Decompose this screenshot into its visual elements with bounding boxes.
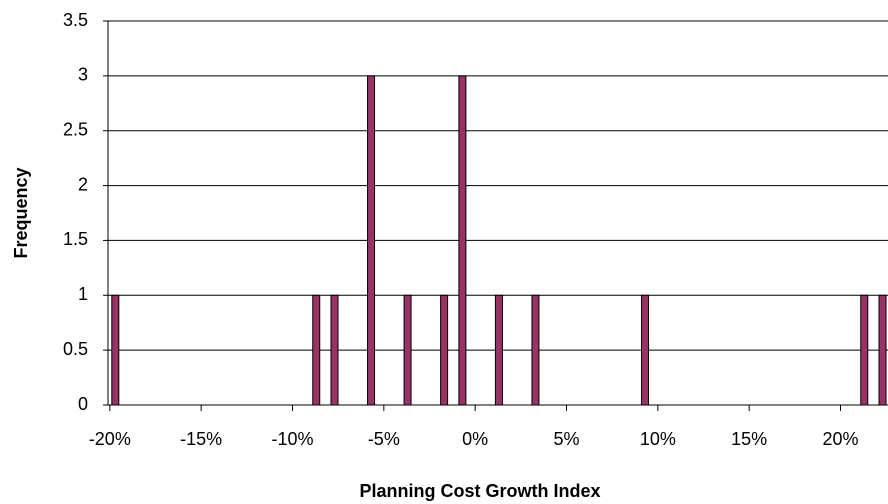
bar bbox=[440, 294, 449, 406]
x-tick-label: -5% bbox=[368, 429, 400, 449]
bar bbox=[312, 294, 321, 406]
bar bbox=[878, 294, 887, 406]
x-tick-label: 20% bbox=[822, 429, 858, 449]
y-tick-label: 3 bbox=[78, 65, 88, 85]
y-tick-label: 3.5 bbox=[63, 10, 88, 30]
x-tick-label: -20% bbox=[89, 429, 131, 449]
x-tick-label: 10% bbox=[640, 429, 676, 449]
y-tick-label: 1 bbox=[78, 284, 88, 304]
bar bbox=[531, 294, 540, 406]
y-axis-title: Frequency bbox=[11, 167, 31, 258]
bar bbox=[860, 294, 869, 406]
bar bbox=[403, 294, 412, 406]
y-tick-label: 2 bbox=[78, 174, 88, 194]
x-axis-title: Planning Cost Growth Index bbox=[359, 481, 600, 501]
bar bbox=[367, 75, 376, 406]
x-tick-label: -15% bbox=[180, 429, 222, 449]
bar bbox=[494, 294, 503, 406]
x-tick-label: 0% bbox=[462, 429, 488, 449]
y-tick-label: 1.5 bbox=[63, 229, 88, 249]
bar bbox=[641, 294, 650, 406]
y-tick-label: 0.5 bbox=[63, 339, 88, 359]
x-tick-label: -10% bbox=[271, 429, 313, 449]
x-tick-label: 15% bbox=[731, 429, 767, 449]
bar bbox=[458, 75, 467, 406]
bar bbox=[330, 294, 339, 406]
x-tick-label: 5% bbox=[553, 429, 579, 449]
y-tick-label: 0 bbox=[78, 394, 88, 414]
y-tick-label: 2.5 bbox=[63, 119, 88, 139]
bar bbox=[111, 294, 120, 406]
